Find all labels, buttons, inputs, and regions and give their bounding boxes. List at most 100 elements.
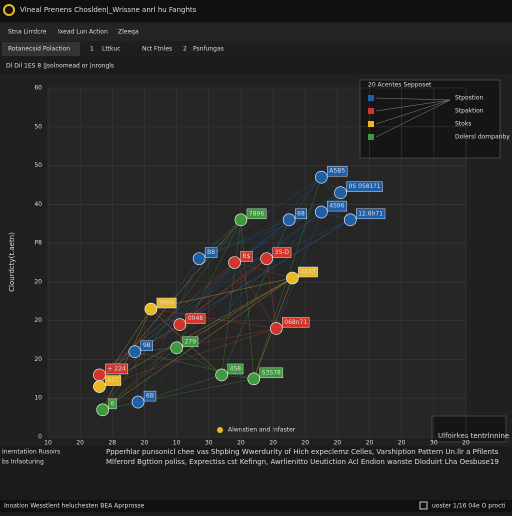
x-tick-label: 20 bbox=[334, 440, 342, 447]
edge bbox=[134, 219, 290, 352]
legend-entry: Stoks bbox=[455, 121, 471, 128]
node-label: 7896 bbox=[159, 300, 174, 307]
y-tick-label: 60 bbox=[34, 85, 42, 92]
legend-leader bbox=[375, 99, 451, 125]
x-axis-icon bbox=[217, 427, 223, 433]
legend-leader bbox=[375, 99, 451, 138]
edge bbox=[134, 351, 254, 380]
tab[interactable]: Lttkuc bbox=[102, 46, 120, 53]
active-tab[interactable] bbox=[2, 42, 80, 56]
status-checkbox[interactable] bbox=[419, 501, 428, 510]
node-label-box bbox=[227, 363, 244, 375]
toolbar-item[interactable]: Zleeqa bbox=[118, 29, 139, 36]
edge bbox=[234, 262, 293, 279]
node-label: 0S 0581?1 bbox=[349, 183, 381, 190]
node bbox=[93, 368, 106, 382]
node-label-box bbox=[246, 208, 267, 220]
status-bar bbox=[0, 500, 512, 512]
side-note: Inerntatiion Rusoirs bbox=[2, 449, 60, 456]
node bbox=[131, 395, 145, 409]
toolbar-item[interactable]: Ixead Lun Action bbox=[58, 29, 108, 36]
x-tick-label: 20 bbox=[301, 440, 309, 447]
y-tick-label: 40 bbox=[34, 201, 42, 208]
node-label-box bbox=[346, 181, 383, 192]
y-tick-label: 50 bbox=[34, 123, 42, 130]
tab[interactable]: 2 bbox=[183, 46, 187, 53]
legend-leader bbox=[375, 99, 451, 112]
tab[interactable]: Rotanecsid Polaction bbox=[8, 46, 70, 53]
toolbar bbox=[0, 23, 512, 41]
node-label: 4S96 bbox=[329, 203, 344, 210]
node-label-box bbox=[143, 390, 157, 402]
edge bbox=[321, 177, 351, 220]
node-label-box bbox=[294, 208, 307, 220]
node-label: S3S78 bbox=[262, 369, 281, 376]
window-title: Vlneal Prenens Choslden|_Wrissne anrl hu… bbox=[20, 6, 197, 14]
edge bbox=[176, 219, 242, 348]
node bbox=[228, 256, 241, 269]
y-tick-label: 10 bbox=[34, 395, 42, 402]
legend-title: 20 Acentes Sepposet bbox=[368, 82, 432, 89]
node-label: 0048 bbox=[188, 315, 203, 322]
node-label: 279 bbox=[185, 338, 197, 345]
app-icon bbox=[3, 4, 15, 16]
legend-entry: Dolersl dompanby dls bbox=[455, 134, 512, 141]
node-label: 6 bbox=[111, 400, 115, 407]
edge bbox=[102, 308, 152, 410]
node-label-box bbox=[105, 375, 122, 386]
x-tick-label: 10 bbox=[173, 440, 181, 447]
footer-line: Ppperhlar punsonicl chee vas Shpbing Wwe… bbox=[106, 448, 499, 456]
node-label: 12.6h71 bbox=[358, 210, 383, 217]
legend-swatch bbox=[368, 95, 374, 101]
tab[interactable]: 1 bbox=[90, 46, 94, 53]
legend-leader bbox=[375, 97, 451, 101]
node bbox=[247, 372, 261, 386]
node-label: 4453 bbox=[300, 269, 315, 276]
node-label: 3S-D bbox=[275, 249, 290, 256]
x-tick-label: 30 bbox=[430, 440, 438, 447]
tab[interactable]: Psnfungas bbox=[193, 46, 224, 53]
node bbox=[192, 252, 206, 265]
x-tick-label: 28 bbox=[108, 440, 116, 447]
title-bar bbox=[0, 0, 512, 22]
node bbox=[269, 322, 283, 335]
node-label-box bbox=[327, 165, 348, 177]
edge bbox=[179, 211, 322, 325]
node-label-box bbox=[185, 313, 206, 324]
node-label: + 224 bbox=[107, 365, 126, 372]
tab-bar bbox=[0, 41, 512, 57]
node-label-box bbox=[298, 266, 318, 278]
edge bbox=[134, 347, 177, 352]
x-tick-label: 20 bbox=[141, 440, 149, 447]
legend-entry: Stpostion bbox=[455, 95, 483, 102]
legend-entry: Stpaktion bbox=[455, 108, 484, 115]
edge bbox=[288, 177, 322, 220]
legend-note-box bbox=[431, 415, 507, 443]
tab[interactable]: Nct Ftnles bbox=[142, 46, 172, 53]
toolbar-item[interactable]: Stna Lirrdcre bbox=[8, 29, 47, 36]
node bbox=[260, 252, 273, 265]
x-tick-label: 20 bbox=[237, 440, 245, 447]
node-label-box bbox=[156, 297, 177, 309]
node-label-box bbox=[108, 398, 117, 410]
edge bbox=[99, 277, 293, 387]
x-tick-label: 20 bbox=[76, 440, 84, 447]
edge bbox=[221, 219, 242, 375]
node-label: 4S8 bbox=[230, 365, 242, 372]
side-note: bs Infaoturing bbox=[2, 459, 44, 466]
node-label: 7896 bbox=[249, 210, 264, 217]
node bbox=[215, 368, 228, 382]
edge bbox=[234, 262, 277, 329]
edge bbox=[179, 177, 322, 325]
y-tick-label: 20 bbox=[34, 356, 42, 363]
node-label: 9B bbox=[143, 342, 151, 349]
legend-swatch bbox=[368, 121, 374, 127]
node bbox=[334, 186, 347, 199]
y-tick-label: 20 bbox=[34, 278, 42, 285]
node bbox=[96, 403, 109, 417]
node-label: 557 bbox=[107, 377, 119, 384]
x-axis-label: Alwnstien and Infaster bbox=[228, 427, 296, 434]
